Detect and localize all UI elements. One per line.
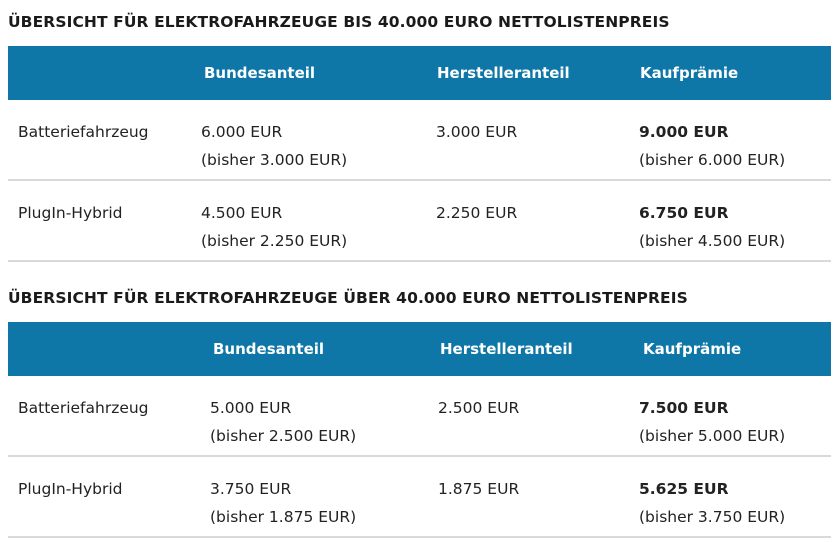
vehicle-type-cell: PlugIn-Hybrid [18, 204, 123, 222]
table-header-row: Bundesanteil Herstelleranteil Kaufprämie [8, 322, 831, 376]
herstelleranteil-cell: 2.500 EUR [438, 399, 520, 417]
kaufpraemie-cell: 9.000 EUR (bisher 6.000 EUR) [639, 118, 785, 174]
bundesanteil-cell: 6.000 EUR (bisher 3.000 EUR) [201, 118, 347, 174]
kaufpraemie-value: 7.500 EUR [639, 399, 729, 417]
column-header-bundesanteil: Bundesanteil [204, 64, 316, 82]
kaufpraemie-cell: 7.500 EUR (bisher 5.000 EUR) [639, 394, 785, 450]
bundesanteil-value: 4.500 EUR [201, 204, 283, 222]
table-header-row: Bundesanteil Herstelleranteil Kaufprämie [8, 46, 831, 100]
column-header-kaufpraemie: Kaufprämie [640, 64, 739, 82]
column-header-herstelleranteil: Herstelleranteil [440, 340, 573, 358]
kaufpraemie-previous: (bisher 5.000 EUR) [639, 427, 786, 445]
column-header-kaufpraemie: Kaufprämie [643, 340, 742, 358]
bundesanteil-previous: (bisher 1.875 EUR) [210, 508, 357, 526]
herstelleranteil-cell: 2.250 EUR [436, 204, 518, 222]
bundesanteil-previous: (bisher 2.250 EUR) [201, 232, 348, 250]
table-row: Batteriefahrzeug 6.000 EUR (bisher 3.000… [8, 100, 831, 181]
herstelleranteil-cell: 3.000 EUR [436, 123, 518, 141]
bundesanteil-value: 3.750 EUR [210, 480, 292, 498]
table-title: ÜBERSICHT FÜR ELEKTROFAHRZEUGE BIS 40.00… [8, 13, 670, 31]
vehicle-type-cell: Batteriefahrzeug [18, 399, 149, 417]
kaufpraemie-cell: 5.625 EUR (bisher 3.750 EUR) [639, 475, 785, 531]
bundesanteil-previous: (bisher 2.500 EUR) [210, 427, 357, 445]
vehicle-type-cell: PlugIn-Hybrid [18, 480, 123, 498]
bundesanteil-previous: (bisher 3.000 EUR) [201, 151, 348, 169]
bundesanteil-value: 6.000 EUR [201, 123, 283, 141]
bundesanteil-value: 5.000 EUR [210, 399, 292, 417]
kaufpraemie-value: 6.750 EUR [639, 204, 729, 222]
kaufpraemie-value: 5.625 EUR [639, 480, 729, 498]
table-title: ÜBERSICHT FÜR ELEKTROFAHRZEUGE ÜBER 40.0… [8, 289, 688, 307]
column-header-bundesanteil: Bundesanteil [213, 340, 325, 358]
kaufpraemie-previous: (bisher 6.000 EUR) [639, 151, 786, 169]
kaufpraemie-previous: (bisher 3.750 EUR) [639, 508, 786, 526]
kaufpraemie-value: 9.000 EUR [639, 123, 729, 141]
kaufpraemie-cell: 6.750 EUR (bisher 4.500 EUR) [639, 199, 785, 255]
vehicle-type-cell: Batteriefahrzeug [18, 123, 149, 141]
table-row: PlugIn-Hybrid 4.500 EUR (bisher 2.250 EU… [8, 181, 831, 262]
bundesanteil-cell: 5.000 EUR (bisher 2.500 EUR) [210, 394, 356, 450]
column-header-herstelleranteil: Herstelleranteil [437, 64, 570, 82]
kaufpraemie-previous: (bisher 4.500 EUR) [639, 232, 786, 250]
herstelleranteil-cell: 1.875 EUR [438, 480, 520, 498]
bundesanteil-cell: 4.500 EUR (bisher 2.250 EUR) [201, 199, 347, 255]
table-row: Batteriefahrzeug 5.000 EUR (bisher 2.500… [8, 376, 831, 457]
table-row: PlugIn-Hybrid 3.750 EUR (bisher 1.875 EU… [8, 457, 831, 538]
bundesanteil-cell: 3.750 EUR (bisher 1.875 EUR) [210, 475, 356, 531]
